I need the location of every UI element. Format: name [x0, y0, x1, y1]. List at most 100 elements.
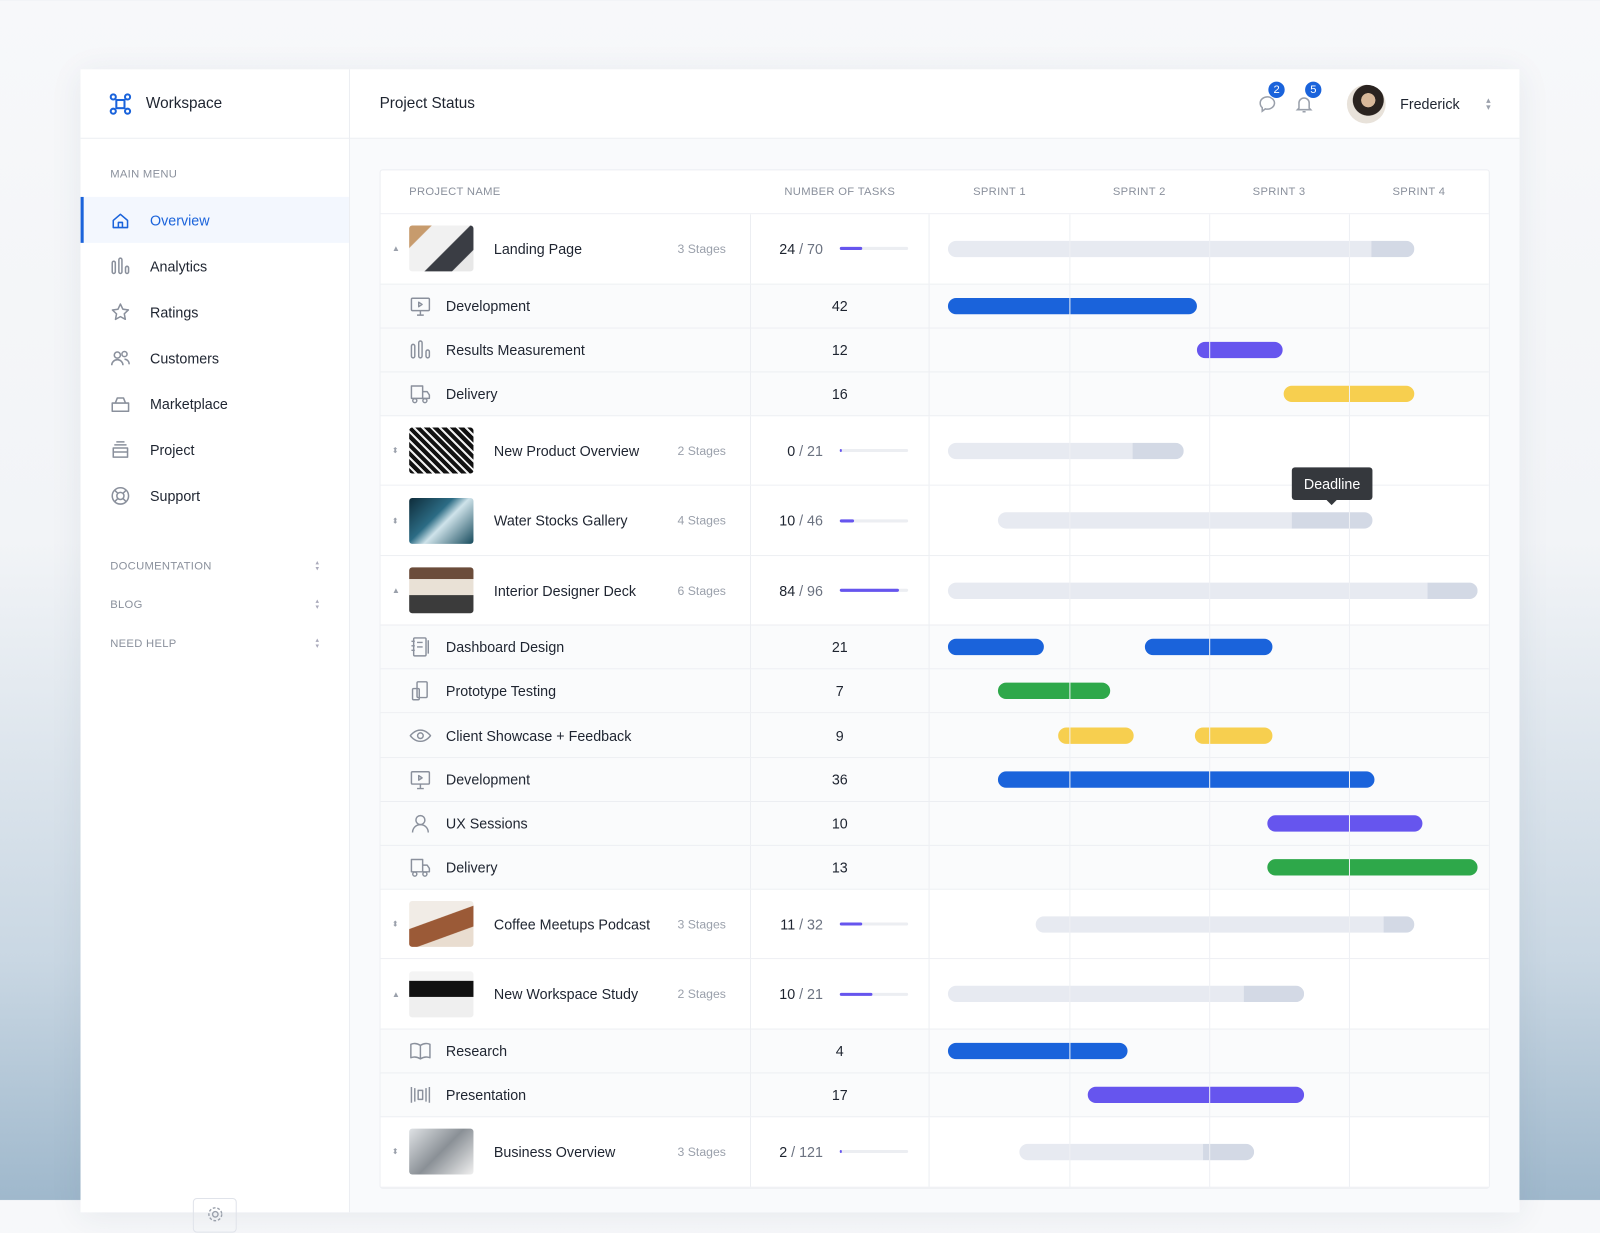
deadline-segment[interactable]: [1427, 582, 1478, 599]
project-name[interactable]: Landing Page: [493, 240, 583, 257]
project-name[interactable]: Coffee Meetups Podcast: [493, 915, 651, 933]
expand-toggle-icon[interactable]: ⬍: [391, 445, 399, 456]
task-timeline-bar[interactable]: [1144, 639, 1272, 656]
task-timeline-bar[interactable]: [997, 683, 1110, 700]
task-row[interactable]: UX Sessions 10: [380, 801, 1489, 846]
task-timeline-bar[interactable]: [1196, 341, 1284, 358]
task-name[interactable]: Development: [445, 771, 531, 788]
task-row[interactable]: Presentation 17: [380, 1073, 1489, 1118]
project-row[interactable]: ⬍ Coffee Meetups Podcast 3 Stages 11 / 3…: [380, 889, 1489, 960]
bell-icon: [1295, 97, 1313, 113]
project-timeline-bar[interactable]: [947, 985, 1305, 1003]
task-timeline-bar[interactable]: [947, 639, 1045, 656]
book-icon: [410, 1042, 431, 1060]
notifications-button[interactable]: 5: [1294, 80, 1323, 114]
sidebar-group-label: NEED HELP: [110, 637, 177, 650]
task-name[interactable]: Delivery: [445, 385, 498, 402]
task-row[interactable]: Results Measurement 12: [380, 328, 1489, 373]
sidebar-item-project[interactable]: Project: [81, 427, 349, 473]
sidebar-item-overview[interactable]: Overview: [80, 196, 349, 243]
task-name[interactable]: Presentation: [445, 1086, 527, 1104]
project-row[interactable]: ▲ Landing Page 3 Stages 24 / 70: [380, 214, 1489, 285]
deadline-segment[interactable]: [1132, 442, 1184, 459]
avatar[interactable]: [1347, 84, 1386, 124]
project-timeline-bar[interactable]: [947, 240, 1415, 257]
project-name[interactable]: New Product Overview: [493, 442, 640, 459]
project-timeline-bar[interactable]: [997, 512, 1373, 529]
sidebar-group-documentation[interactable]: DOCUMENTATION ▴ ▾: [81, 547, 349, 586]
deadline-segment[interactable]: [1371, 240, 1415, 257]
sidebar-item-support[interactable]: Support: [81, 472, 349, 518]
task-row[interactable]: Prototype Testing 7: [380, 669, 1489, 714]
sidebar-item-customers[interactable]: Customers: [81, 335, 349, 381]
task-timeline-bar[interactable]: [1195, 727, 1272, 744]
project-row[interactable]: ⬍ Water Stocks Gallery 4 Stages 10 / 46 …: [380, 467, 1489, 556]
top-bar: Project Status 2 5 Frederick ▴ ▾: [349, 69, 1520, 139]
col-project-name[interactable]: PROJECT NAME: [409, 185, 501, 198]
task-row[interactable]: Development 36: [380, 757, 1489, 802]
task-name[interactable]: Results Measurement: [445, 341, 585, 358]
project-timeline-bar[interactable]: [947, 582, 1478, 599]
task-name[interactable]: UX Sessions: [445, 814, 528, 832]
task-name[interactable]: Dashboard Design: [445, 639, 565, 656]
sidebar-group-need-help[interactable]: NEED HELP ▴ ▾: [81, 624, 349, 663]
deadline-segment[interactable]: [1291, 512, 1373, 529]
deadline-segment[interactable]: [1383, 915, 1415, 933]
project-name[interactable]: Water Stocks Gallery: [493, 512, 628, 529]
phone-book-icon: [411, 637, 429, 657]
task-timeline-bar[interactable]: [1267, 858, 1478, 876]
task-timeline-bar[interactable]: [1087, 1086, 1305, 1104]
task-name[interactable]: Client Showcase + Feedback: [445, 727, 632, 744]
task-icon-wrap: [409, 382, 431, 404]
project-row[interactable]: ▲ New Workspace Study 2 Stages 10 / 21: [380, 959, 1489, 1030]
task-name[interactable]: Research: [445, 1042, 508, 1060]
task-name[interactable]: Delivery: [445, 858, 498, 876]
messages-button[interactable]: 2: [1257, 80, 1286, 114]
messages-badge: 2: [1267, 80, 1286, 99]
project-timeline-bar[interactable]: [1035, 915, 1415, 933]
collapse-toggle-icon[interactable]: ▲: [391, 244, 400, 254]
col-number-of-tasks[interactable]: NUMBER OF TASKS: [784, 185, 896, 198]
task-row[interactable]: Research 4: [380, 1029, 1489, 1074]
tasks-done: 10: [779, 985, 796, 1003]
task-name[interactable]: Prototype Testing: [445, 683, 557, 700]
sidebar-item-analytics[interactable]: Analytics: [81, 243, 349, 289]
progress-fill: [839, 588, 900, 592]
deadline-segment[interactable]: [1243, 985, 1305, 1003]
expand-toggle-icon[interactable]: ⬍: [391, 1147, 399, 1157]
task-row[interactable]: Development 42: [380, 284, 1489, 329]
task-timeline-bar[interactable]: [1058, 727, 1134, 744]
sidebar-item-label: Overview: [149, 211, 210, 229]
task-timeline-bar[interactable]: [1283, 385, 1415, 402]
settings-button[interactable]: [192, 1197, 237, 1233]
task-timeline-bar[interactable]: [997, 771, 1375, 788]
project-name[interactable]: Interior Designer Deck: [493, 582, 636, 599]
project-name[interactable]: New Workspace Study: [493, 985, 639, 1003]
project-name[interactable]: Business Overview: [493, 1143, 616, 1160]
user-menu-chevron-icon[interactable]: ▴ ▾: [1486, 94, 1491, 113]
sidebar-item-ratings[interactable]: Ratings: [81, 289, 349, 335]
collapse-toggle-icon[interactable]: ▲: [391, 585, 400, 595]
brand[interactable]: Workspace: [80, 69, 349, 139]
task-count: 0 / 21: [787, 442, 823, 459]
expand-toggle-icon[interactable]: ⬍: [391, 919, 399, 929]
project-row[interactable]: ⬍ Business Overview 3 Stages 2 / 121: [380, 1117, 1489, 1188]
project-timeline-bar[interactable]: [947, 442, 1184, 459]
project-row[interactable]: ▲ Interior Designer Deck 6 Stages 84 / 9…: [380, 555, 1489, 626]
sidebar-item-marketplace[interactable]: Marketplace: [81, 381, 349, 427]
task-row[interactable]: Client Showcase + Feedback 9: [380, 713, 1489, 758]
expand-toggle-icon[interactable]: ⬍: [391, 515, 399, 526]
deadline-segment[interactable]: [1203, 1143, 1254, 1160]
progress-bar: [839, 992, 908, 996]
task-name[interactable]: Development: [445, 297, 531, 314]
project-timeline-bar[interactable]: [1018, 1143, 1254, 1160]
task-row[interactable]: Dashboard Design 21: [380, 625, 1489, 670]
task-timeline-bar[interactable]: [947, 1042, 1128, 1060]
collapse-toggle-icon[interactable]: ▲: [391, 989, 400, 999]
task-timeline-bar[interactable]: [947, 297, 1197, 314]
sidebar-group-blog[interactable]: BLOG ▴ ▾: [81, 586, 349, 625]
task-timeline-bar[interactable]: [1267, 814, 1423, 832]
task-row[interactable]: Delivery 13: [380, 845, 1489, 890]
user-name[interactable]: Frederick: [1400, 95, 1460, 113]
task-row[interactable]: Delivery 16: [380, 372, 1489, 417]
